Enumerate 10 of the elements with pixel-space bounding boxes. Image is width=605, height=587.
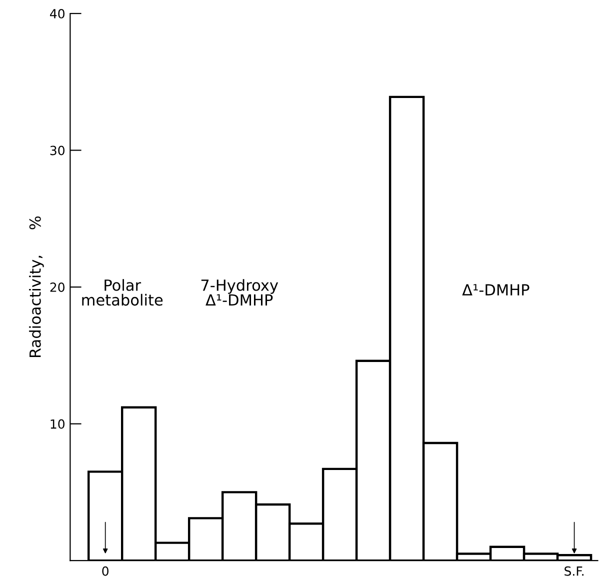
annotation: Polar metabolite xyxy=(82,279,163,306)
annotation: 7-Hydroxy Δ¹-DMHP xyxy=(201,279,278,306)
y-axis-title: Radioactivity, % xyxy=(29,216,44,357)
annotation: Δ¹-DMHP xyxy=(462,284,530,296)
y-tick-label: 40 xyxy=(50,8,64,18)
x-tick-label: S.F. xyxy=(564,566,584,576)
y-tick-label: 10 xyxy=(50,419,64,429)
y-tick-label: 30 xyxy=(50,146,64,156)
x-tick-label: 0 xyxy=(102,566,108,576)
y-tick-label: 20 xyxy=(50,282,64,292)
